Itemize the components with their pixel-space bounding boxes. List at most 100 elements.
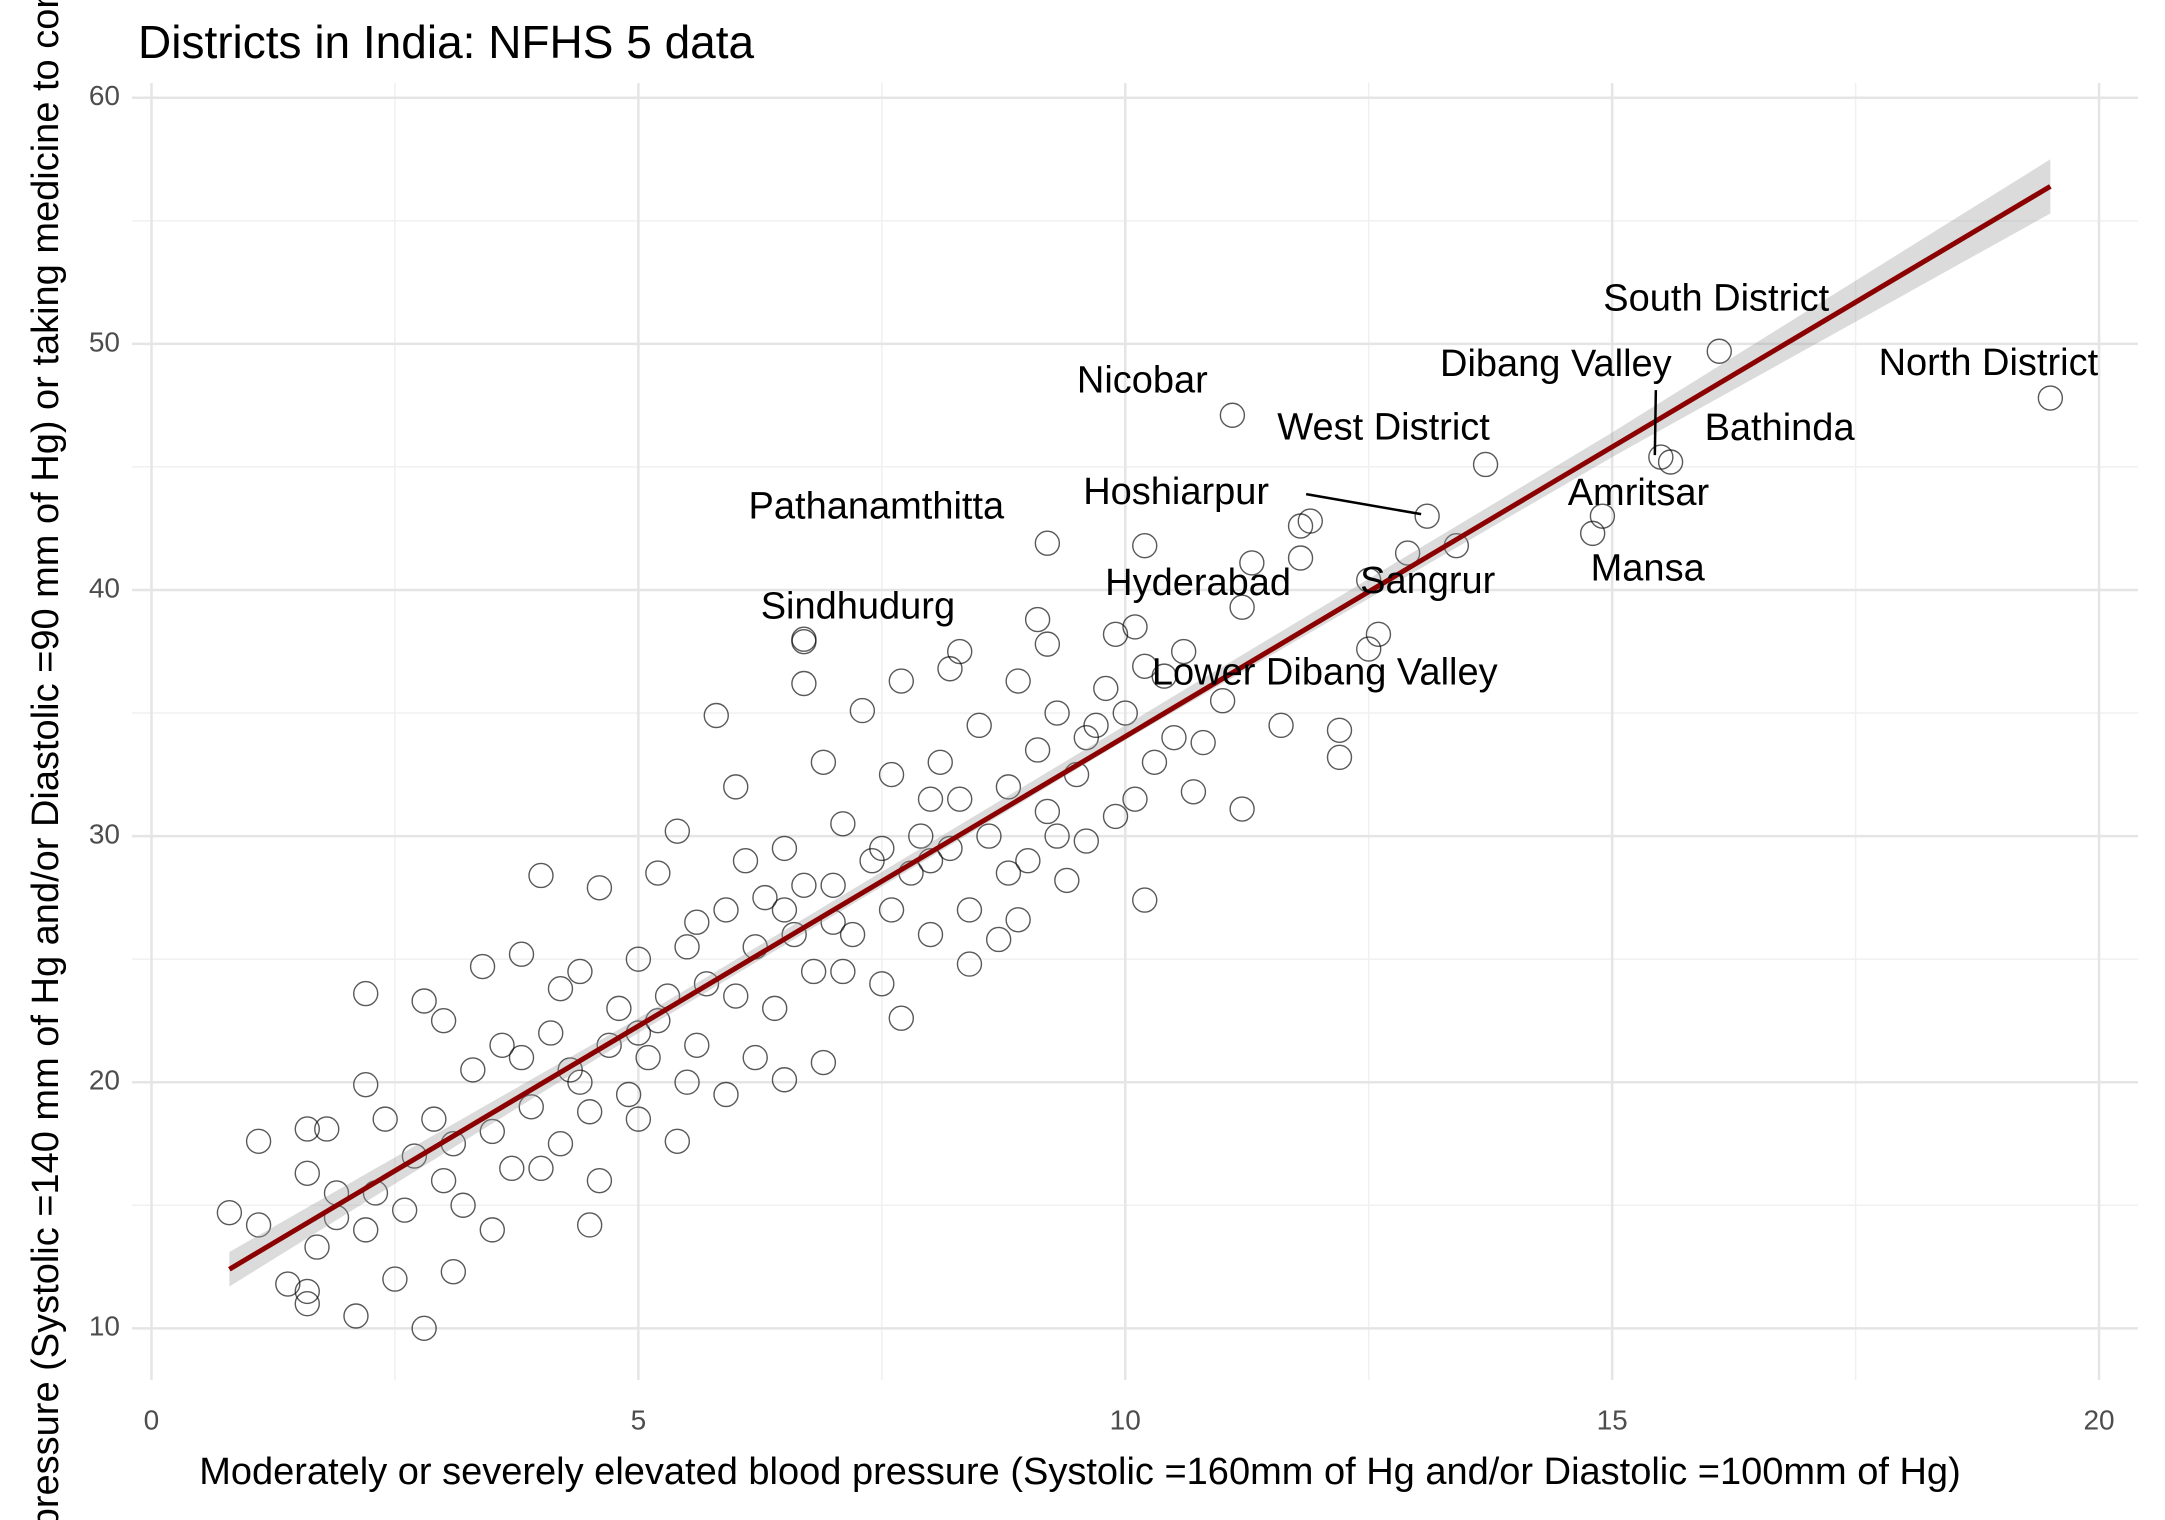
point [528,1155,554,1182]
point [888,668,914,694]
point [810,749,837,775]
point-label: Pathanamthitta [749,485,1005,527]
point [917,921,944,948]
point [1102,621,1129,647]
point [752,884,778,911]
point [908,823,934,849]
point [888,1005,914,1031]
point [606,995,632,1022]
point-label: Mansa [1591,547,1706,589]
point [304,1234,330,1260]
point [430,1007,457,1034]
point [479,1217,506,1243]
point [830,958,856,985]
point [1132,532,1158,559]
point [878,761,905,788]
point [1122,614,1148,640]
point [547,1131,574,1157]
point-label: Sindhudurg [761,586,955,628]
label-leader [1653,390,1658,456]
point [830,811,856,837]
labeled-point [1132,653,1158,679]
label-leader [1305,492,1422,516]
point [567,1069,593,1095]
point [1044,823,1070,849]
y-tick-label: 20 [89,1065,120,1096]
point [460,1057,486,1083]
point [1073,724,1100,751]
point [869,835,895,862]
y-axis-label: Elevated blood pressure (Systolic =140 m… [25,0,67,1520]
labeled-point [1579,520,1606,547]
point [995,860,1022,886]
point [518,1094,544,1120]
point [489,1032,515,1058]
point [771,835,798,862]
point [1326,717,1353,743]
labeled-point [1034,530,1061,556]
point [353,1071,379,1098]
y-tick-label: 10 [89,1311,120,1342]
point [713,897,739,923]
point [1190,729,1216,756]
point [596,1032,622,1058]
point [294,1160,320,1186]
point [469,953,496,980]
point [508,1044,535,1071]
x-tick-label: 0 [144,1404,160,1435]
labeled-point [1706,338,1732,364]
point [1141,749,1168,775]
point-label: Hyderabad [1105,562,1291,604]
point [869,971,895,997]
point [966,712,992,739]
point-label: Hoshiarpur [1083,471,1269,513]
point [723,774,749,800]
point-label: Dibang Valley [1440,343,1672,385]
point [956,951,983,977]
point [635,1044,661,1071]
y-tick-label: 40 [89,572,120,603]
point [1034,631,1061,657]
x-tick-label: 15 [1597,1404,1628,1435]
point [216,1199,243,1226]
point [353,980,379,1007]
point [674,1069,700,1095]
point [927,749,953,775]
point [576,1099,603,1125]
point [937,656,963,682]
point [947,786,973,812]
point [956,897,983,923]
point [294,1291,320,1317]
point [343,1303,369,1329]
point [723,983,749,1009]
point-label: Lower Dibang Valley [1152,651,1498,693]
point [1024,606,1051,633]
point [1209,688,1236,714]
point [684,909,710,935]
point-label: Bathinda [1705,407,1856,449]
chart-title: Districts in India: NFHS 5 data [138,16,755,68]
y-tick-label: 60 [89,80,120,111]
x-tick-label: 5 [631,1404,647,1435]
point [372,1106,398,1132]
point [761,995,788,1022]
point [450,1192,476,1218]
point [810,1049,837,1076]
point [1394,540,1421,566]
point [1287,545,1314,571]
confidence-band [229,159,2051,1287]
point [1102,803,1129,830]
point [645,860,671,886]
point [1034,798,1061,825]
point [411,1315,437,1342]
point [508,941,535,967]
labeled-point [1229,594,1255,620]
point [1122,786,1148,812]
point [1093,675,1119,702]
point [391,1197,418,1223]
point [625,946,652,972]
point [800,958,827,985]
point [820,872,846,899]
point [1112,700,1138,726]
